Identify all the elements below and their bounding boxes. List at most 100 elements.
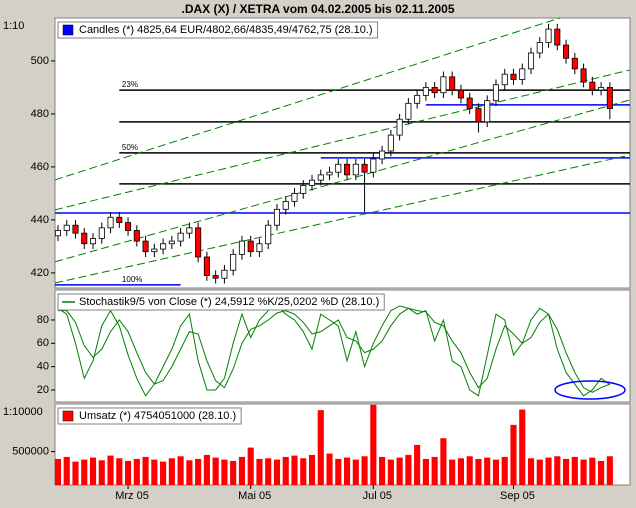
candle-body — [510, 73, 517, 80]
volume-bar — [203, 454, 210, 485]
volume-bar — [466, 456, 473, 485]
y-tick-label: 20 — [37, 384, 49, 396]
y-tick-label: 40 — [37, 361, 49, 373]
candle-body — [273, 208, 281, 226]
candle-body — [160, 243, 167, 250]
candle-body — [177, 232, 184, 242]
volume-bar — [72, 461, 79, 485]
candle-body — [221, 269, 228, 279]
volume-bar — [221, 459, 228, 485]
candle-body — [440, 76, 447, 94]
candle-body — [387, 134, 394, 152]
volume-bar — [606, 456, 613, 485]
volume-bar — [81, 459, 88, 485]
volume-bar — [63, 456, 70, 485]
candle-body — [536, 41, 543, 54]
volume-bar — [142, 456, 149, 485]
volume-bar — [282, 456, 289, 485]
candle-body — [396, 118, 403, 136]
trend-line — [54, 69, 631, 211]
chart-title: .DAX (X) / XETRA vom 04.02.2005 bis 02.1… — [181, 2, 454, 16]
candle-body — [230, 253, 237, 271]
candle-body — [431, 87, 438, 94]
candle-body — [598, 87, 605, 91]
x-tick-label: Mrz 05 — [115, 490, 149, 502]
scale-label: 1:10 — [3, 20, 24, 32]
x-tick-label: Sep 05 — [500, 490, 535, 502]
volume-bar — [536, 459, 543, 485]
candle-body — [501, 73, 508, 86]
candle-body — [282, 200, 289, 210]
legend-label: Umsatz (*) 4754051000 (28.10.) — [79, 410, 236, 422]
volume-bar — [510, 424, 517, 485]
volume-bar — [422, 458, 429, 485]
volume-bar — [343, 457, 351, 485]
volume-bar — [326, 453, 333, 485]
candle-body — [116, 216, 123, 223]
candle-body — [247, 240, 254, 253]
trend-line — [54, 154, 631, 284]
candle-body — [563, 44, 570, 59]
legend-box — [57, 407, 242, 425]
volume-bar — [247, 447, 254, 485]
candle-body — [238, 240, 245, 255]
legend-swatch — [62, 410, 74, 422]
candle-body — [414, 94, 421, 104]
volume-bar — [387, 459, 394, 485]
volume-bar — [177, 456, 184, 485]
volume-bar — [562, 458, 570, 485]
candle-body — [352, 163, 359, 176]
candle-body — [300, 185, 307, 194]
candle-body — [317, 174, 324, 181]
candle-body — [212, 275, 219, 279]
y-tick-label: 60 — [37, 337, 49, 349]
volume-bar — [98, 460, 105, 485]
volume-bar — [352, 459, 359, 485]
x-tick-label: Mai 05 — [238, 490, 271, 502]
volume-bar — [265, 458, 272, 485]
candle-body — [379, 150, 386, 160]
candle-body — [449, 76, 456, 91]
volume-bar — [545, 457, 552, 485]
volume-bar — [370, 404, 377, 485]
volume-bar — [160, 461, 167, 485]
candle-body — [326, 171, 333, 176]
candle-body — [63, 224, 70, 231]
volume-bar — [230, 460, 237, 485]
volume-bar — [405, 454, 412, 485]
candle-body — [554, 28, 561, 46]
volume-bar — [308, 454, 316, 485]
candle-body — [142, 240, 149, 253]
candle-body — [422, 87, 429, 96]
y-tick-label: 500000 — [12, 445, 49, 457]
level-label: 100% — [122, 275, 142, 284]
volume-bar — [580, 459, 587, 485]
candle-body — [195, 227, 202, 258]
volume-bar — [361, 456, 368, 485]
volume-bar — [440, 438, 447, 485]
volume-bar — [124, 460, 132, 485]
volume-bar — [54, 458, 62, 485]
volume-bar — [186, 460, 193, 485]
highlight-ellipse — [554, 380, 626, 400]
candle-body — [492, 84, 500, 102]
volume-bar — [116, 458, 123, 485]
legend-label: Stochastik9/5 von Close (*) 24,5912 %K/2… — [79, 296, 379, 308]
level-label: 50% — [122, 143, 138, 152]
volume-bar — [335, 458, 342, 485]
legend-box — [57, 293, 385, 311]
volume-bar — [107, 455, 114, 485]
volume-bar — [273, 459, 281, 485]
volume-bar — [256, 458, 263, 485]
candle-body — [265, 224, 272, 245]
candle-body — [125, 222, 132, 231]
candle-body — [151, 248, 158, 253]
level-label: 23% — [122, 80, 138, 89]
volume-bar — [501, 456, 508, 485]
candle-body — [344, 163, 351, 176]
candle-body — [519, 68, 526, 80]
candle-body — [580, 68, 587, 83]
candle-body — [475, 108, 482, 123]
volume-bar — [168, 458, 175, 485]
